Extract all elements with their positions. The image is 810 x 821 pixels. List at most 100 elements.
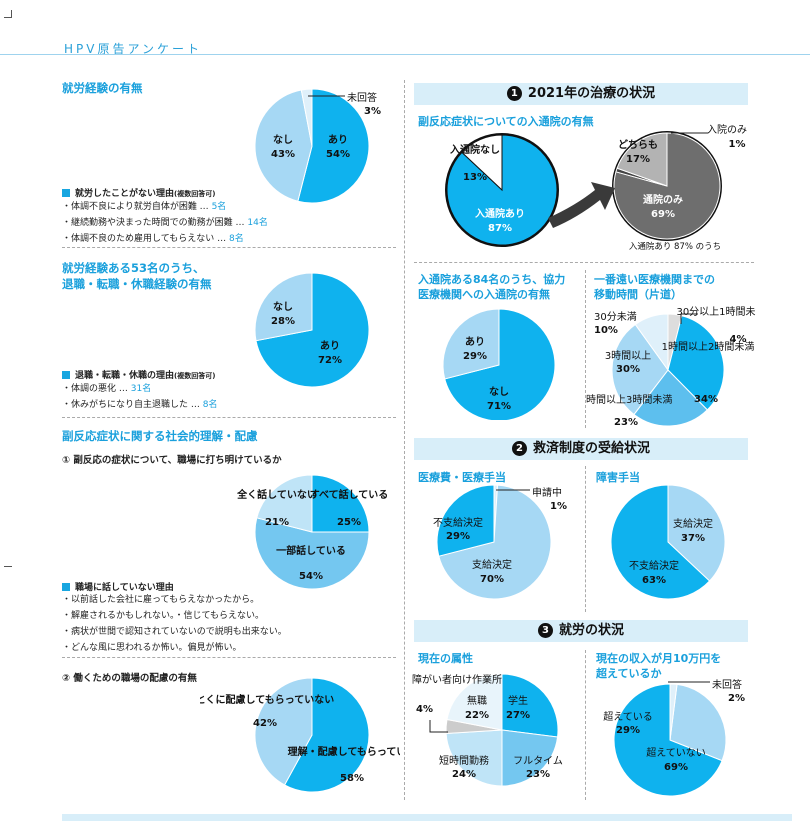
disability-label-approved: 支給決定 xyxy=(673,517,713,530)
section-band-treatment: 1 2021年の治療の状況 xyxy=(414,83,748,105)
medical-slice-1 xyxy=(438,484,552,600)
job-change-reasons-heading: 退職・転職・休職の理由(複数回答可) xyxy=(62,368,215,381)
right-divider-1 xyxy=(585,270,586,428)
medical-slices xyxy=(436,484,552,600)
hospital-slices xyxy=(445,133,559,247)
medical-label-approved: 支給決定 xyxy=(472,558,512,571)
hospital-type-value-both: 17% xyxy=(626,154,650,165)
workplace-pie-chart: とくに配慮してもらっていない 42% 理解・配慮してもらっている 58% xyxy=(200,677,400,793)
employment-title: 就労経験の有無 xyxy=(62,81,143,95)
coop-title: 入通院ある84名のうち、協力 医療機関への入通院の有無 xyxy=(418,273,566,301)
not-told-reasons-heading: 職場に話していない理由 xyxy=(62,580,174,593)
employment-label-unanswered: 未回答 xyxy=(347,91,377,104)
number-badge-icon: 3 xyxy=(537,623,553,638)
medical-pie-chart: 申請中 1% 不支給決定 29% 支給決定 70% xyxy=(433,484,567,600)
number-badge-icon: 1 xyxy=(506,86,522,101)
job-change-label-no: なし xyxy=(273,301,293,313)
list-item: ・継続勤務や決まった時間での勤務が困難 … 14名 xyxy=(62,218,268,228)
cooperation-slice-1 xyxy=(442,308,500,380)
social-title: 副反応症状に関する社会的理解・配慮 xyxy=(62,429,258,443)
hospital-type-value-outpatient: 69% xyxy=(651,209,675,220)
travel-time-pie-chart: 30分未満 10% 30分以上1時間未満 4% 3時間以上 30% 1時間以上2… xyxy=(586,306,756,428)
income-value-over: 29% xyxy=(616,725,640,736)
attributes-slices xyxy=(445,673,559,787)
employment-value-no: 43% xyxy=(271,149,295,160)
section-divider xyxy=(414,262,754,263)
employment-slice-0 xyxy=(297,88,370,204)
employment-slices xyxy=(254,88,370,204)
job-change-value-no: 28% xyxy=(271,316,295,327)
employment-slice-2 xyxy=(300,88,313,147)
attributes-value-workshop: 4% xyxy=(416,704,433,715)
workplace-slice-0 xyxy=(283,677,370,793)
confide-slices xyxy=(254,474,370,590)
workplace-label-yes: 理解・配慮してもらっている xyxy=(288,745,400,758)
hospital-label-yes: 入通院あり xyxy=(475,207,525,220)
job-change-label-yes: あり xyxy=(320,339,340,352)
travel-label-over3h: 3時間以上 xyxy=(605,350,651,362)
employment-label-no: なし xyxy=(273,134,293,146)
hospital-type-value-inpatient: 1% xyxy=(729,139,746,150)
section-band-relief: 2 救済制度の受給状況 xyxy=(414,438,748,460)
income-label-over: 超えている xyxy=(603,710,653,723)
income-slices xyxy=(613,683,727,797)
job_change-slice-1 xyxy=(254,272,313,342)
attributes-value-unemployed: 22% xyxy=(465,710,489,721)
income-label-unanswered: 未回答 xyxy=(712,678,742,691)
disability-value-approved: 37% xyxy=(681,533,705,544)
income-value-under: 69% xyxy=(664,762,688,773)
job_change-slices xyxy=(254,272,370,388)
travel-label-30to60: 30分以上1時間未満 xyxy=(676,306,756,318)
list-item: ・体調不良のため雇用してもらえない … 8名 xyxy=(62,234,244,244)
workplace-value-yes: 58% xyxy=(340,773,364,784)
coop-label-no: なし xyxy=(489,386,509,398)
workplace-label-none: とくに配慮してもらっていない xyxy=(200,693,334,706)
attributes-value-student: 27% xyxy=(506,710,530,721)
job-change-pie-chart: なし 28% あり 72% xyxy=(254,272,370,388)
disability-slice-0 xyxy=(667,484,726,582)
employment-reasons-list: ・体調不良により就労自体が困難 … 5名 ・継続勤務や決まった時間での勤務が困難… xyxy=(62,199,268,247)
hospital-slice-1 xyxy=(461,134,503,192)
list-item: ・病状が世間で認知されていないので説明も出来ない。 xyxy=(62,627,287,637)
attributes-pie-chart: 学生 27% フルタイム 23% 短時間勤務 24% 無職 22% 障がい者向け… xyxy=(412,673,563,787)
social-question-1: ① 副反応の症状について、職場に打ち明けているか xyxy=(62,455,282,466)
travel-value-2to3h: 23% xyxy=(614,417,638,428)
section-divider xyxy=(62,657,396,658)
attributes-label-workshop: 障がい者向け作業所 xyxy=(412,673,502,686)
travel_time-slice-2 xyxy=(633,369,708,427)
attributes-label-unemployed: 無職 xyxy=(467,694,487,707)
cooperation-slice-0 xyxy=(444,308,556,420)
workplace-value-none: 42% xyxy=(253,718,277,729)
number-badge-icon: 2 xyxy=(511,441,527,456)
crop-mark-mid-left xyxy=(4,566,12,574)
travel_time-slices xyxy=(611,313,725,427)
income-slice-2 xyxy=(669,683,678,741)
disability-slice-1 xyxy=(610,484,711,600)
disability-value-denied: 63% xyxy=(642,575,666,586)
hospital_type-slices xyxy=(612,131,722,241)
disability-label-denied: 不支給決定 xyxy=(629,559,679,572)
travel-value-1to2h: 34% xyxy=(694,394,718,405)
job-change-reasons-list: ・体調の悪化 … 31名 ・休みがちになり自主退職した … 8名 xyxy=(62,381,217,413)
cooperation-slices xyxy=(442,308,556,420)
confide-value-all: 25% xyxy=(337,517,361,528)
employment-label-yes: あり xyxy=(328,133,348,146)
travel-value-over3h: 30% xyxy=(616,364,640,375)
employment-slice-1 xyxy=(254,89,313,202)
right-divider-3 xyxy=(585,650,586,800)
disability-pie-chart: 支給決定 37% 不支給決定 63% xyxy=(610,484,726,600)
confide-label-all: すべて話している xyxy=(310,488,389,501)
not-told-reasons-list: ・以前話した会社に雇ってもらえなかったから。 ・解雇されるかもしれない。・信じて… xyxy=(62,592,287,656)
list-item: ・体調の悪化 … 31名 xyxy=(62,384,152,394)
confide-slice-0 xyxy=(311,474,370,533)
medical-value-pending: 1% xyxy=(550,501,567,512)
attributes-leader-line xyxy=(429,720,448,733)
right-divider-2 xyxy=(585,466,586,612)
hospital-title: 副反応症状についての入通院の有無 xyxy=(418,115,594,128)
hospital-type-label-outpatient: 通院のみ xyxy=(643,193,683,206)
list-item: ・解雇されるかもしれない。・信じてもらえない。 xyxy=(62,611,265,621)
hospital-type-footnote: 入通院あり 87% のうち xyxy=(629,241,721,252)
attributes-value-parttime: 24% xyxy=(452,769,476,780)
medical-value-denied: 29% xyxy=(446,531,470,542)
income-slice-0 xyxy=(613,683,723,797)
